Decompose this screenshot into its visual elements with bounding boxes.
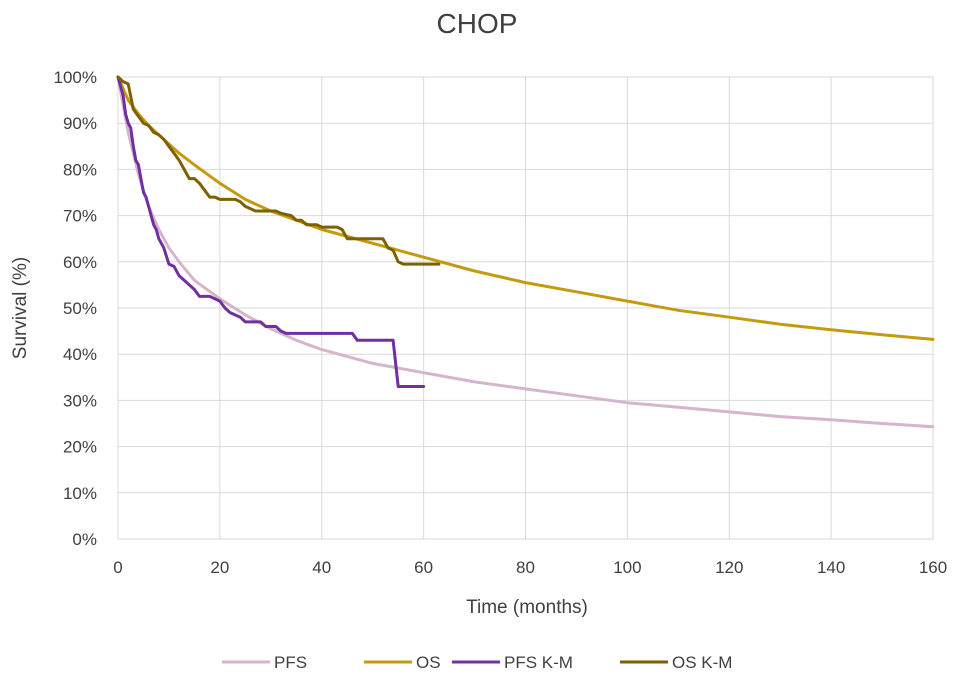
grid xyxy=(117,76,934,540)
legend-label: OS K-M xyxy=(672,653,732,672)
chart-title: CHOP xyxy=(437,8,518,39)
y-axis-label: Survival (%) xyxy=(10,257,31,359)
y-tick-label: 20% xyxy=(63,438,97,457)
series-line-pfs xyxy=(116,75,935,429)
legend-label: PFS xyxy=(274,653,307,672)
x-tick-label: 0 xyxy=(113,558,122,577)
y-tick-label: 90% xyxy=(63,114,97,133)
y-tick-label: 0% xyxy=(72,530,97,549)
y-tick-label: 100% xyxy=(54,68,97,87)
legend: PFS OS PFS K-M OS K-M xyxy=(222,653,732,672)
x-tick-labels: 0 20 40 60 80 100 120 140 160 xyxy=(113,558,947,577)
x-tick-label: 140 xyxy=(817,558,845,577)
y-tick-label: 10% xyxy=(63,484,97,503)
y-tick-label: 40% xyxy=(63,345,97,364)
y-tick-label: 70% xyxy=(63,207,97,226)
series-line-os-k-m xyxy=(116,75,441,266)
x-tick-label: 40 xyxy=(312,558,331,577)
x-tick-label: 160 xyxy=(919,558,947,577)
y-tick-label: 30% xyxy=(63,391,97,410)
x-axis-label: Time (months) xyxy=(466,597,588,618)
x-tick-label: 100 xyxy=(613,558,641,577)
y-tick-label: 80% xyxy=(63,160,97,179)
legend-label: OS xyxy=(416,653,441,672)
series-line-pfs-k-m xyxy=(116,75,426,388)
x-tick-label: 80 xyxy=(516,558,535,577)
y-tick-label: 50% xyxy=(63,299,97,318)
y-tick-label: 60% xyxy=(63,253,97,272)
x-tick-label: 120 xyxy=(715,558,743,577)
series-lines xyxy=(116,75,935,429)
y-tick-labels: 0% 10% 20% 30% 40% 50% 60% 70% 80% 90% 100% xyxy=(54,68,97,549)
x-tick-label: 60 xyxy=(414,558,433,577)
x-tick-label: 20 xyxy=(210,558,229,577)
legend-label: PFS K-M xyxy=(504,653,573,672)
